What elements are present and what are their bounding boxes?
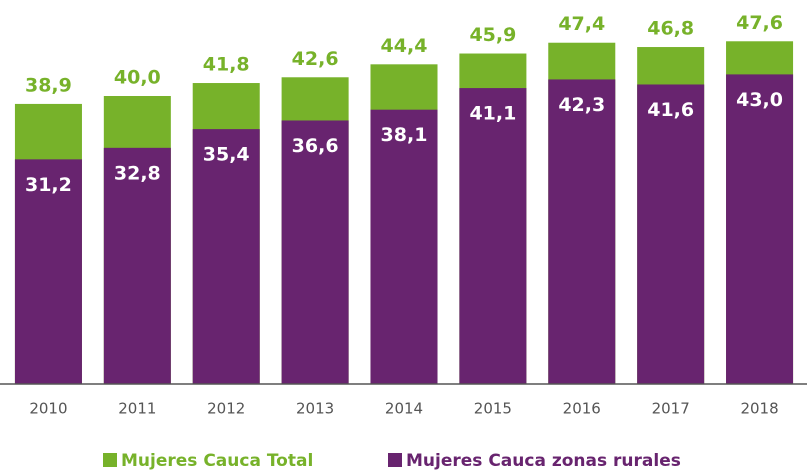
data-label: 41,1 [469,103,516,125]
legend-label: Mujeres Cauca Total [121,451,313,470]
data-label: 32,8 [114,162,161,184]
data-label: 44,4 [381,35,428,57]
x-tick-label: 2016 [563,400,601,418]
data-label: 31,2 [25,174,72,196]
bar [192,129,260,384]
legend-swatch [388,453,402,467]
data-label: 41,8 [203,54,250,76]
bar [459,88,527,384]
x-tick-label: 2015 [474,400,512,418]
data-label: 45,9 [469,24,516,46]
data-label: 46,8 [647,18,694,40]
x-tick-label: 2013 [296,400,334,418]
bar [548,79,616,384]
x-tick-label: 2018 [740,400,778,418]
bar [726,74,794,385]
data-label: 35,4 [203,144,250,166]
data-label: 38,9 [25,74,72,96]
data-label: 41,6 [647,99,694,121]
data-label: 38,1 [381,124,428,146]
data-label: 40,0 [114,67,161,89]
bar [281,120,349,384]
legend-label: Mujeres Cauca zonas rurales [406,451,681,470]
x-tick-label: 2017 [652,400,690,418]
bar [637,84,705,384]
data-label: 47,6 [736,12,783,34]
data-label: 43,0 [736,89,783,111]
legend-swatch [103,453,117,467]
data-label: 42,3 [558,94,605,116]
bar [370,109,438,385]
data-label: 36,6 [292,135,339,157]
x-tick-label: 2012 [207,400,245,418]
bar [103,147,171,384]
bar [14,159,82,384]
x-tick-label: 2011 [118,400,156,418]
x-tick-label: 2014 [385,400,423,418]
x-tick-label: 2010 [29,400,67,418]
data-label: 42,6 [292,48,339,70]
data-label: 47,4 [558,13,605,35]
